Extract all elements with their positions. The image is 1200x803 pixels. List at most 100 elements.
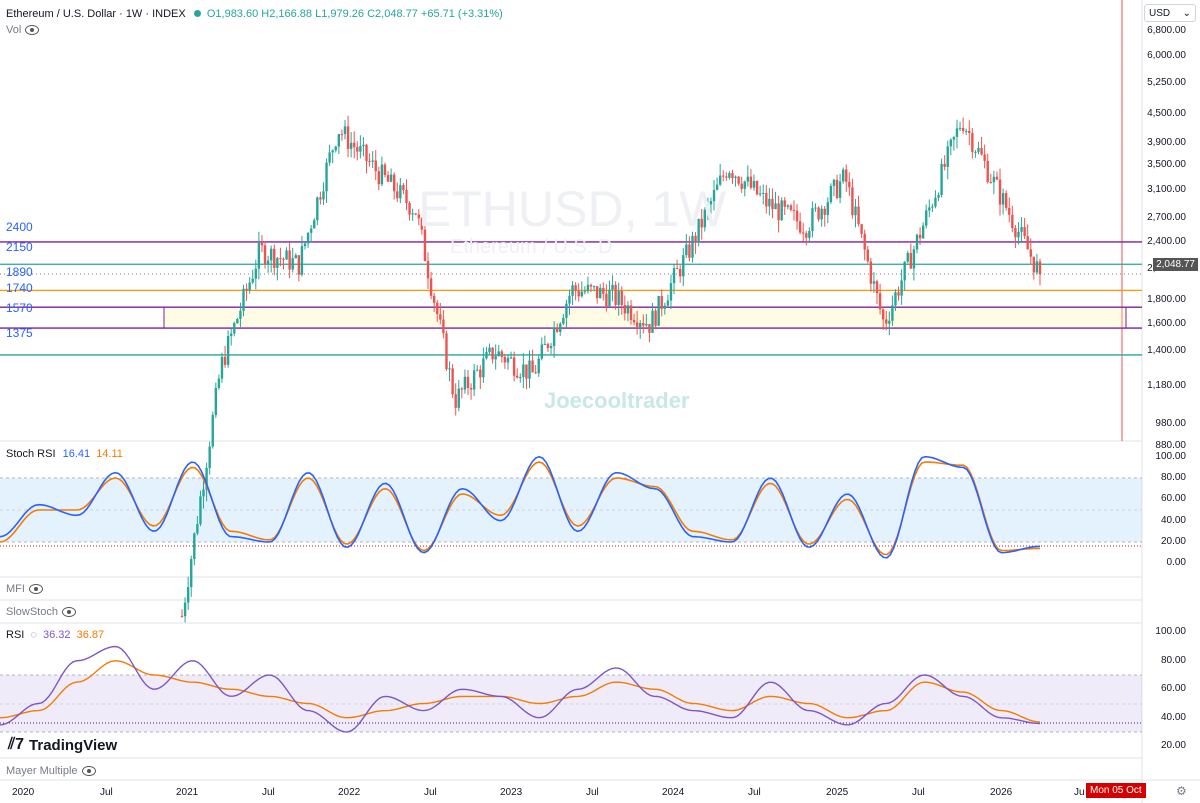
- candle-body: [648, 323, 651, 333]
- candle-body: [654, 310, 657, 326]
- tradingview-logo[interactable]: ⫽7 TradingView: [8, 736, 117, 754]
- mfi-legend[interactable]: MFI: [6, 583, 43, 595]
- candle-body: [485, 352, 488, 359]
- candle-body: [285, 250, 288, 260]
- candle-body: [995, 176, 999, 180]
- candle-body: [193, 533, 196, 560]
- candle-body: [798, 221, 802, 233]
- currency-select[interactable]: USD ⌄: [1144, 4, 1196, 22]
- candle-body: [768, 198, 771, 207]
- candle-body: [445, 333, 448, 370]
- candle-body: [1032, 256, 1036, 273]
- candle-body: [392, 174, 396, 192]
- candle-body: [497, 351, 500, 357]
- market-status-dot: [193, 10, 201, 17]
- candle-body: [300, 246, 304, 275]
- candle-body: [968, 130, 971, 134]
- candle-body: [762, 192, 765, 194]
- candle-body: [208, 446, 211, 468]
- candle-body: [977, 148, 980, 152]
- candle-body: [294, 255, 297, 259]
- time-tick-label: 2023: [500, 787, 523, 798]
- stoch-tick-label: 0.00: [1166, 557, 1186, 569]
- candle-body: [1035, 261, 1039, 273]
- mayer-legend[interactable]: Mayer Multiple: [6, 765, 96, 777]
- price-tick-label: 6,800.00: [1147, 24, 1186, 36]
- candle-body: [457, 388, 460, 408]
- rsi-tick-label: 60.00: [1160, 683, 1186, 695]
- candle-body: [297, 255, 301, 275]
- candle-body: [399, 185, 402, 199]
- candle-body: [605, 293, 608, 307]
- eye-hidden-icon[interactable]: [28, 584, 43, 595]
- candle-body: [765, 192, 768, 207]
- candle-body: [512, 357, 516, 376]
- candle-body: [506, 357, 510, 363]
- candle-body: [937, 195, 940, 198]
- candle-body: [552, 327, 556, 347]
- level-label-1375: 1375: [6, 326, 33, 340]
- candle-body: [251, 278, 254, 283]
- candle-body: [522, 364, 525, 378]
- eye-hidden-icon[interactable]: [61, 607, 76, 618]
- candle-body: [288, 250, 291, 270]
- candle-body: [777, 203, 780, 221]
- candle-body: [1038, 261, 1042, 275]
- candle-body: [934, 197, 937, 207]
- candle-body: [380, 164, 384, 185]
- candle-body: [805, 233, 808, 238]
- candle-body: [220, 356, 224, 379]
- rsi-value: 36.32: [43, 629, 71, 641]
- candle-body: [383, 164, 387, 176]
- candle-body: [349, 142, 353, 149]
- symbol-legend[interactable]: Ethereum / U.S. Dollar · 1W · INDEX O1,9…: [6, 8, 503, 20]
- candle-body: [337, 134, 341, 147]
- candle-body: [820, 208, 823, 220]
- candle-body: [528, 360, 531, 379]
- candle-body: [857, 206, 860, 225]
- rsi-ma-value: 36.87: [76, 629, 105, 641]
- candle-body: [291, 258, 294, 270]
- rsi-legend[interactable]: RSI ◌ 36.32 36.87: [6, 629, 107, 641]
- candle-body: [685, 244, 688, 256]
- candle-body: [811, 208, 814, 231]
- candle-body: [838, 181, 842, 198]
- candle-body: [1014, 228, 1017, 238]
- rsi-line: [0, 645, 1041, 733]
- candle-body: [832, 179, 836, 186]
- candle-body: [974, 151, 977, 153]
- candle-body: [491, 347, 494, 360]
- vol-legend[interactable]: Vol: [6, 24, 40, 36]
- price-tick-label: 5,250.00: [1147, 77, 1186, 89]
- candle-body: [758, 193, 762, 195]
- stoch-rsi-legend[interactable]: Stoch RSI 16.41 14.11: [6, 448, 126, 460]
- candle-body: [626, 305, 630, 314]
- candle-body: [860, 224, 863, 234]
- candle-body: [826, 202, 830, 215]
- stoch-tick-label: 80.00: [1160, 472, 1186, 483]
- price-tick-label: 1,180.00: [1147, 379, 1186, 391]
- candle-body: [925, 210, 928, 226]
- candle-body: [897, 292, 900, 296]
- candle-body: [405, 190, 408, 204]
- candle-body: [482, 358, 485, 378]
- candle-body: [190, 559, 193, 588]
- candle-body: [1020, 227, 1023, 232]
- slowstoch-legend[interactable]: SlowStoch: [6, 606, 76, 618]
- currency-label: USD: [1149, 8, 1171, 19]
- settings-icon[interactable]: ⚙: [1176, 784, 1187, 798]
- candle-body: [429, 278, 433, 296]
- eye-hidden-icon[interactable]: [81, 766, 96, 777]
- level-label-1740: 1740: [6, 281, 33, 295]
- rsi-tick-label: 100.00: [1155, 626, 1186, 638]
- candle-body: [703, 209, 706, 228]
- eye-hidden-icon[interactable]: [25, 25, 40, 36]
- candle-body: [362, 144, 365, 147]
- candle-body: [1023, 227, 1026, 237]
- symbol-title[interactable]: Ethereum / U.S. Dollar · 1W · INDEX: [6, 8, 186, 20]
- candle-body: [620, 290, 623, 305]
- candle-body: [439, 314, 442, 320]
- candle-body: [728, 173, 731, 178]
- candle-body: [233, 323, 236, 334]
